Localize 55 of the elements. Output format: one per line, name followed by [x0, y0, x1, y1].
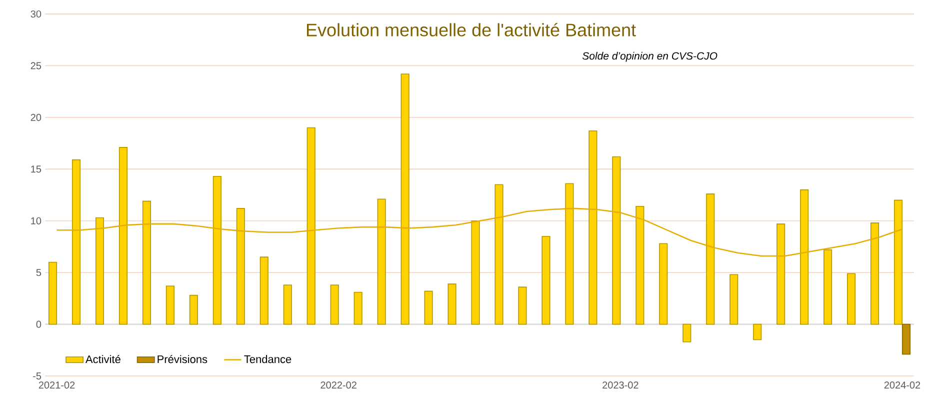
bar	[377, 198, 386, 325]
bar	[400, 74, 410, 325]
y-tick-label: 0	[36, 320, 42, 328]
y-tick-label: -5	[33, 372, 42, 380]
bar	[448, 284, 456, 325]
bar	[212, 176, 222, 325]
bar	[565, 183, 574, 325]
y-tick-label: 20	[30, 114, 42, 121]
bar	[260, 256, 268, 325]
bar	[118, 147, 128, 325]
bar	[189, 294, 198, 325]
bar	[518, 286, 527, 325]
y-tick-label: 15	[31, 166, 42, 173]
bar	[636, 206, 644, 325]
bar	[800, 189, 809, 325]
bar	[706, 194, 715, 325]
y-tick-label: 25	[30, 62, 42, 70]
bar	[847, 273, 856, 325]
bar	[542, 236, 550, 325]
legend-label: Tendance	[244, 355, 292, 364]
bar	[283, 284, 292, 325]
bar	[306, 127, 316, 325]
text: Solde d’opinion en CVS-CJO	[582, 52, 718, 62]
x-tick-label: 2021-02	[38, 382, 75, 389]
bar	[824, 249, 832, 325]
y-tick-label: 10	[31, 217, 42, 224]
x-tick-label: 2022-02	[320, 382, 356, 389]
bar	[95, 217, 104, 325]
bar	[236, 208, 245, 325]
legend-label: Activité	[85, 354, 120, 364]
bar	[142, 200, 151, 325]
bar	[494, 184, 504, 325]
chart-title: Evolution mensuelle de l'activité Batiment	[306, 22, 636, 36]
bar	[894, 200, 903, 325]
x-tick-label: 2024-02	[884, 382, 920, 389]
bar	[902, 324, 911, 355]
y-tick-label: 5	[36, 269, 42, 276]
bar	[354, 292, 362, 325]
legend-label: Prévisions	[158, 354, 208, 364]
bar	[870, 222, 880, 325]
bar	[612, 156, 621, 325]
bar	[166, 286, 174, 325]
bar	[471, 220, 480, 325]
bar	[424, 290, 433, 325]
bar	[753, 324, 762, 340]
bar	[682, 324, 692, 342]
bar	[776, 224, 786, 325]
bar	[659, 243, 668, 325]
x-tick-label: 2023-02	[602, 382, 638, 389]
bar	[730, 274, 738, 325]
bar	[72, 159, 81, 325]
bar	[48, 262, 58, 325]
bar	[588, 130, 598, 325]
y-tick-label: 30	[30, 10, 42, 18]
bar	[330, 284, 339, 325]
